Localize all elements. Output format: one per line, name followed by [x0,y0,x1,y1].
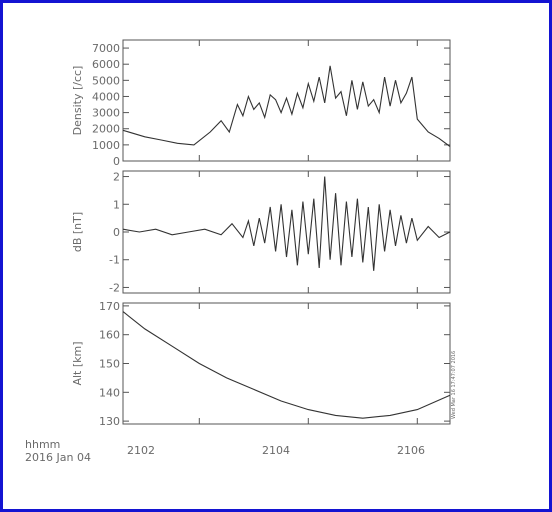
date-label: 2016 Jan 04 [25,451,91,464]
x-tick-label: 2102 [127,444,155,457]
y-tick-label: 6000 [92,58,120,71]
x-tick-label: 2104 [262,444,290,457]
y-tick-label: 7000 [92,42,120,55]
y-tick-label: 2000 [92,123,120,136]
y-tick-label: 130 [99,415,120,428]
y-axis-label: dB [nT] [71,212,84,252]
y-tick-label: 150 [99,358,120,371]
y-tick-label: 3000 [92,107,120,120]
y-tick-label: 1000 [92,139,120,152]
panel-frame [122,170,451,294]
run-stamp: Wed Mar 16 17:47:07 2016 [451,351,457,419]
panel-frame [122,302,451,425]
y-tick-label: 0 [113,226,120,239]
y-tick-label: -2 [109,281,120,294]
x-units-label: hhmm [25,438,60,451]
y-tick-label: 2 [113,171,120,184]
y-tick-label: 5000 [92,74,120,87]
y-tick-label: -1 [109,254,120,267]
y-tick-label: 160 [99,329,120,342]
series-line [122,311,451,419]
y-tick-label: 0 [113,155,120,168]
y-tick-label: 1 [113,198,120,211]
y-axis-label: Alt [km] [71,341,84,385]
plot-frame: 0 1000 2000 3000 4000 5000 6000 7000 Density [/c… [3,3,549,509]
panel-frame [122,39,451,162]
series-line [122,176,451,271]
stacked-plots: 0 1000 2000 3000 4000 5000 6000 7000 Density [/c… [25,39,457,464]
y-tick-label: 170 [99,300,120,313]
y-axis-label: Density [/cc] [71,66,84,136]
series-line [122,65,451,147]
x-tick-label: 2106 [397,444,425,457]
y-tick-label: 4000 [92,90,120,103]
y-tick-label: 140 [99,386,120,399]
